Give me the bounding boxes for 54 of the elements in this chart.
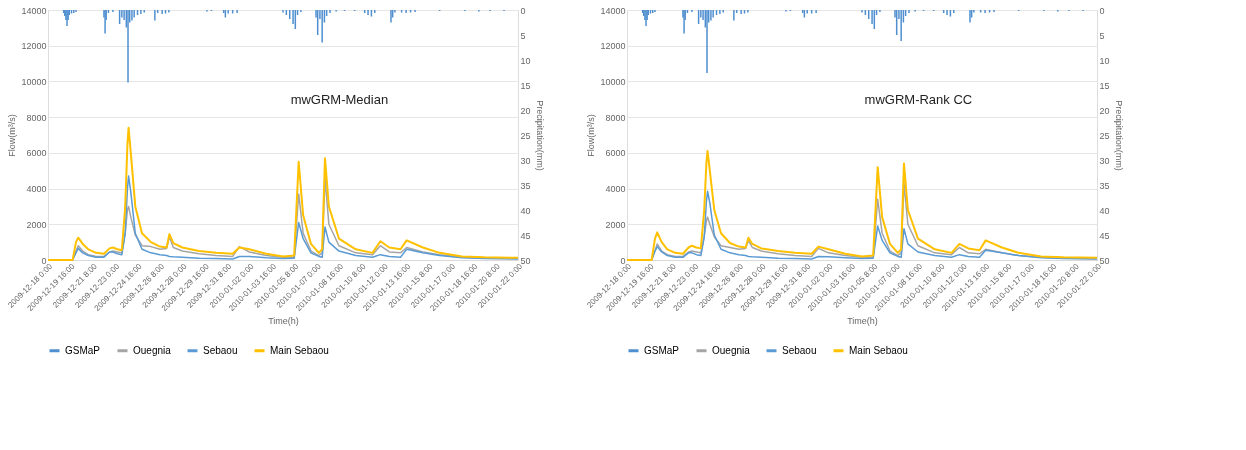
text: mwGRM-Median xyxy=(290,92,389,107)
y2-tick-label: 35 xyxy=(520,180,531,191)
y-axis-title: Flow(m³/s) xyxy=(7,114,18,157)
legend-label: Main Sebaou xyxy=(849,344,908,356)
legend-label: Main Sebaou xyxy=(270,344,329,356)
y2-tick-label: 15 xyxy=(520,80,531,91)
y2-tick-label: 5 xyxy=(1099,30,1105,41)
y-tick-label: 4000 xyxy=(26,184,47,195)
y-tick-label: 0 xyxy=(41,255,47,266)
y2-tick-label: 0 xyxy=(1099,5,1105,16)
y-tick-label: 8000 xyxy=(605,112,626,123)
legend-label: Sebaou xyxy=(203,344,238,356)
y2-tick-label: 25 xyxy=(520,130,531,141)
legend-label: GSMaP xyxy=(65,344,101,356)
y-tick-label: 10000 xyxy=(600,76,626,87)
y-tick-label: 6000 xyxy=(605,148,626,159)
y2-tick-label: 45 xyxy=(1099,230,1110,241)
text: mwGRM-Rank CC xyxy=(864,92,973,107)
y-tick-label: 0 xyxy=(620,255,626,266)
y2-tick-label: 30 xyxy=(1099,155,1110,166)
y2-tick-label: 30 xyxy=(520,155,531,166)
y2-tick-label: 20 xyxy=(1099,105,1110,116)
y-tick-label: 10000 xyxy=(21,76,47,87)
y2-tick-label: 40 xyxy=(1099,205,1110,216)
legend-label: GSMaP xyxy=(644,344,680,356)
legend-label: Sebaou xyxy=(782,344,817,356)
y-tick-label: 14000 xyxy=(600,5,626,16)
y2-tick-label: 45 xyxy=(520,230,531,241)
y2-tick-label: 40 xyxy=(520,205,531,216)
y2-axis-title: Precipitation(mm) xyxy=(1113,100,1124,171)
y2-tick-label: 10 xyxy=(1099,55,1110,66)
y2-tick-label: 5 xyxy=(520,30,526,41)
y-tick-label: 4000 xyxy=(605,184,626,195)
y-tick-label: 2000 xyxy=(26,219,47,230)
y2-tick-label: 10 xyxy=(520,55,531,66)
y-tick-label: 12000 xyxy=(21,41,47,52)
y2-tick-label: 20 xyxy=(520,105,531,116)
y2-axis-title: Precipitation(mm) xyxy=(534,100,545,171)
y2-tick-label: 35 xyxy=(1099,180,1110,191)
y-axis-title: Flow(m³/s) xyxy=(586,114,597,157)
x-axis-title: Time(h) xyxy=(268,315,299,326)
y2-tick-label: 15 xyxy=(1099,80,1110,91)
y-tick-label: 12000 xyxy=(600,41,626,52)
y-tick-label: 6000 xyxy=(26,148,47,159)
legend-label: Ouegnia xyxy=(712,344,751,356)
y2-tick-label: 0 xyxy=(520,5,526,16)
y2-tick-label: 50 xyxy=(520,255,531,266)
y-tick-label: 8000 xyxy=(26,112,47,123)
x-axis-title: Time(h) xyxy=(847,315,878,326)
y-tick-label: 2000 xyxy=(605,219,626,230)
y2-tick-label: 50 xyxy=(1099,255,1110,266)
y2-tick-label: 25 xyxy=(1099,130,1110,141)
y-tick-label: 14000 xyxy=(21,5,47,16)
legend-label: Ouegnia xyxy=(133,344,172,356)
